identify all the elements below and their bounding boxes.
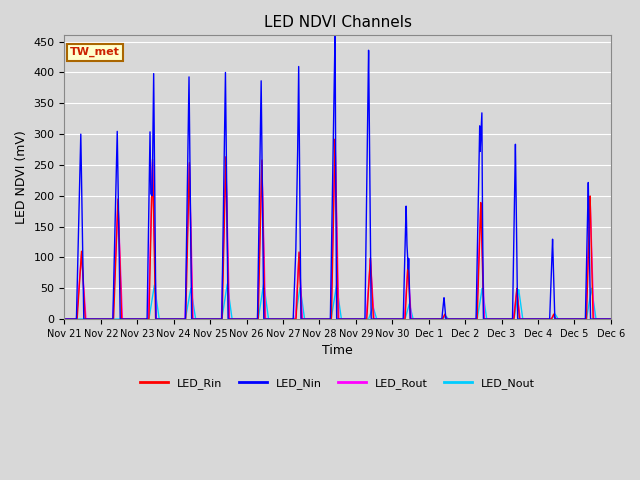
Line: LED_Rout: LED_Rout (65, 141, 640, 319)
LED_Nout (271, 316, 279, 322)
LED_Rout (271, 316, 279, 322)
LED_Nout (61, 316, 68, 322)
LED_Rin (524, 316, 532, 322)
Legend: LED_Rin, LED_Nin, LED_Rout, LED_Nout: LED_Rin, LED_Nin, LED_Rout, LED_Nout (136, 373, 540, 393)
LED_Rin (61, 316, 68, 322)
LED_Rout (332, 138, 339, 144)
LED_Nout (431, 316, 438, 322)
LED_Nin (61, 316, 68, 322)
LED_Nout (493, 316, 500, 322)
Line: LED_Rin: LED_Rin (65, 139, 640, 319)
LED_Rout (61, 316, 68, 322)
LED_Rin (271, 316, 279, 322)
LED_Nin (332, 30, 339, 36)
LED_Nin (431, 316, 438, 322)
LED_Nin (493, 316, 500, 322)
LED_Rout (90, 316, 97, 322)
Text: TW_met: TW_met (70, 47, 120, 58)
LED_Rin (431, 316, 438, 322)
Y-axis label: LED NDVI (mV): LED NDVI (mV) (15, 131, 28, 224)
X-axis label: Time: Time (323, 344, 353, 357)
LED_Nin (524, 316, 532, 322)
LED_Rout (524, 316, 532, 322)
LED_Nin (271, 316, 279, 322)
LED_Rin (332, 136, 339, 142)
LED_Rin (406, 292, 413, 298)
LED_Nout (260, 281, 268, 287)
LED_Nout (406, 301, 413, 307)
LED_Rout (493, 316, 500, 322)
LED_Nout (524, 316, 532, 322)
LED_Nin (90, 316, 97, 322)
Line: LED_Nout: LED_Nout (65, 284, 640, 319)
LED_Rin (493, 316, 500, 322)
LED_Nin (406, 284, 413, 290)
LED_Rout (431, 316, 438, 322)
LED_Rin (90, 316, 97, 322)
LED_Nout (90, 316, 97, 322)
LED_Rout (406, 286, 413, 292)
Line: LED_Nin: LED_Nin (65, 33, 640, 319)
Title: LED NDVI Channels: LED NDVI Channels (264, 15, 412, 30)
